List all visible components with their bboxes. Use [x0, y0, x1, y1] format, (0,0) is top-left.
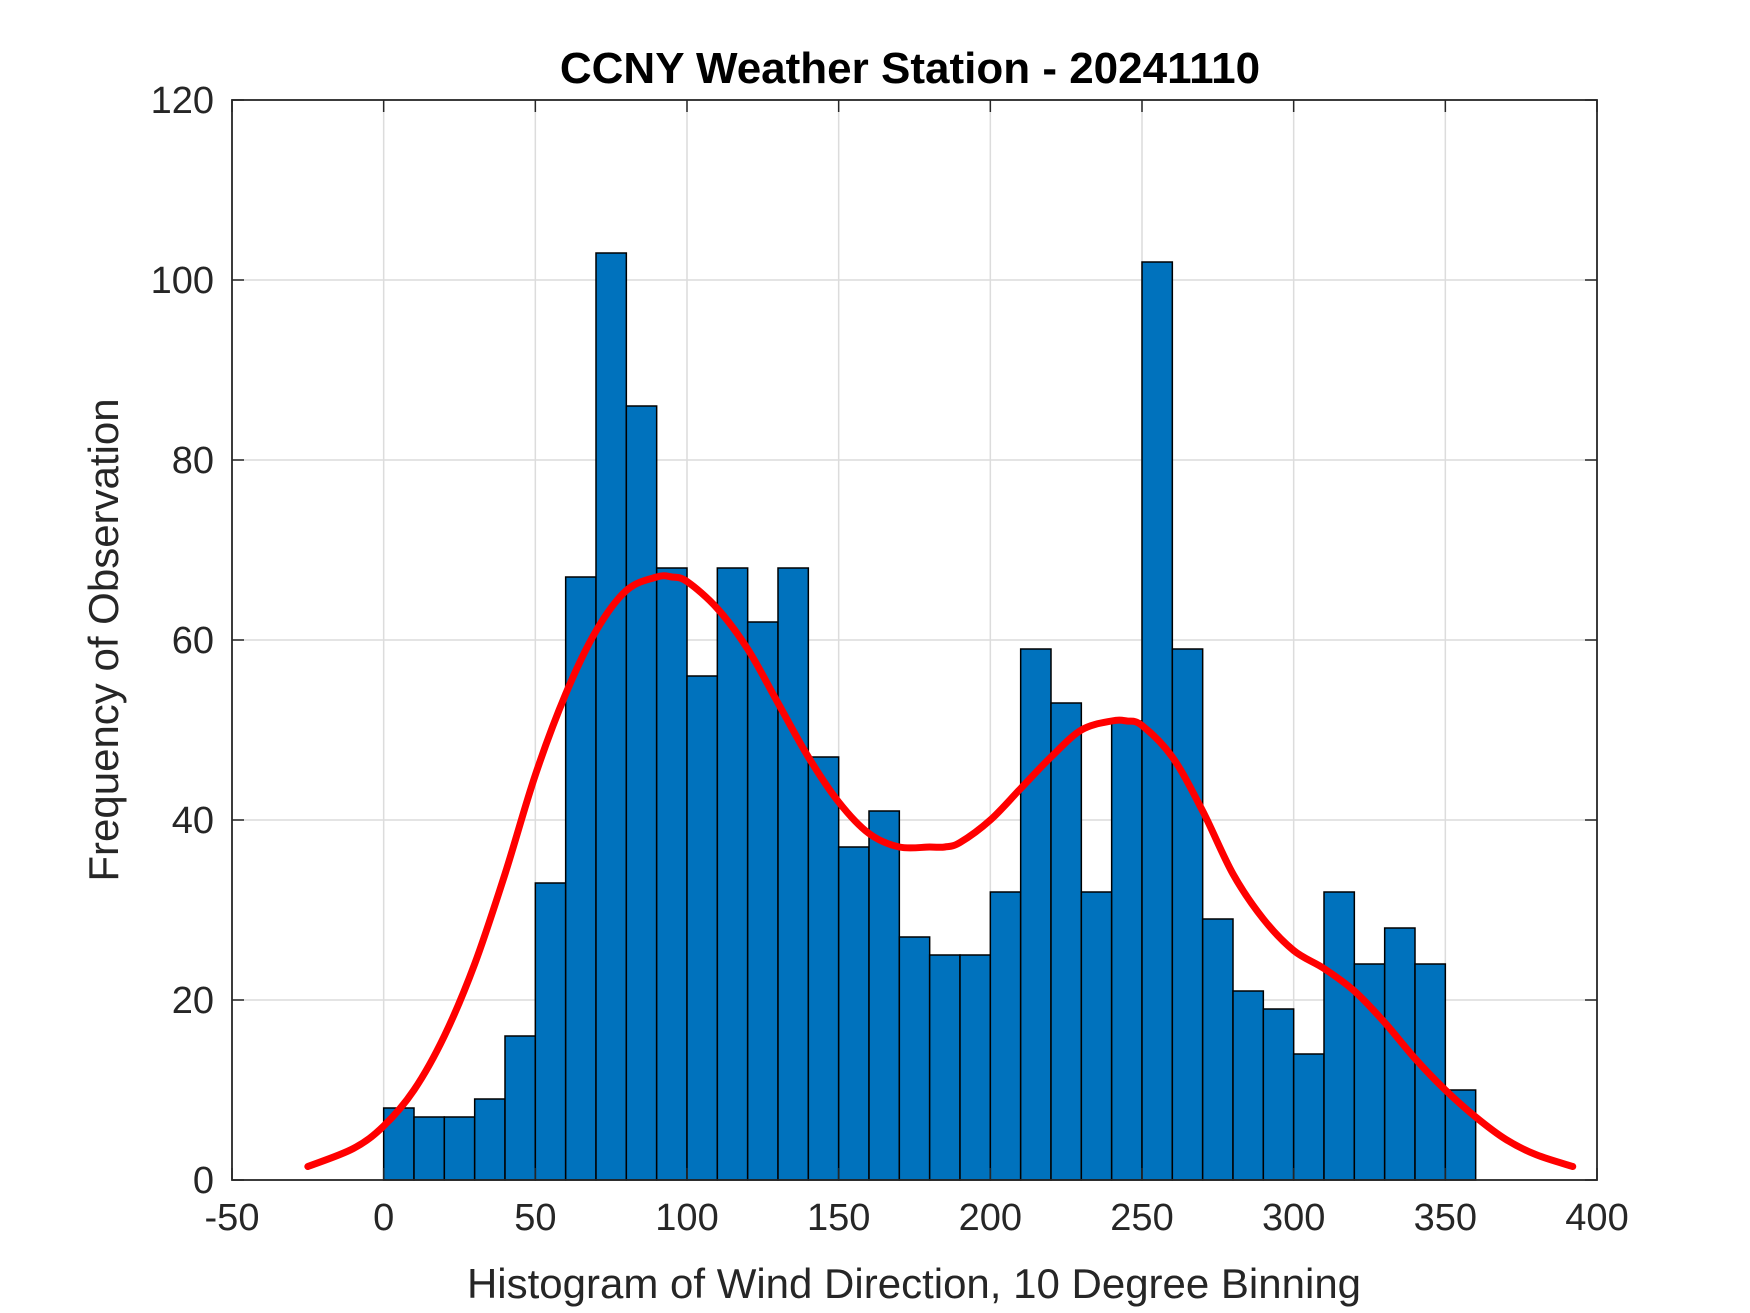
histogram-bar	[1050, 702, 1083, 1181]
histogram-bar	[898, 936, 931, 1181]
y-tick-label: 40	[172, 800, 214, 842]
histogram-bar	[1201, 918, 1234, 1181]
histogram-bar	[837, 846, 870, 1181]
histogram-bar	[928, 954, 961, 1181]
histogram-bar	[625, 405, 658, 1181]
x-tick-label: -50	[205, 1197, 260, 1239]
x-tick-label: 200	[959, 1197, 1022, 1239]
histogram-bar	[1141, 261, 1174, 1181]
axis-ticks: -50 0 50 100 150 200 250 300 350 4000204060801001…	[151, 80, 1629, 1239]
y-axis-label: Frequency of Observation	[80, 398, 127, 881]
histogram-bar	[989, 891, 1022, 1181]
y-tick-label: 60	[172, 620, 214, 662]
histogram-bar	[1110, 720, 1143, 1181]
x-tick-label: 300	[1262, 1197, 1325, 1239]
histogram-bar	[716, 567, 749, 1181]
histogram-bar	[777, 567, 810, 1181]
histogram-bar	[1414, 963, 1447, 1181]
histogram-bar	[807, 756, 840, 1181]
x-tick-label: 100	[655, 1197, 718, 1239]
x-tick-label: 0	[373, 1197, 394, 1239]
histogram-bar	[504, 1035, 537, 1181]
x-tick-label: 150	[807, 1197, 870, 1239]
y-tick-label: 120	[151, 80, 214, 122]
histogram-bar	[1292, 1053, 1325, 1181]
histogram-bar	[655, 567, 688, 1181]
y-tick-label: 20	[172, 980, 214, 1022]
histogram-bar	[868, 810, 901, 1181]
plot-area-border	[231, 99, 1598, 1181]
histogram-bar	[413, 1116, 446, 1181]
chart-title: CCNY Weather Station - 20241110	[560, 44, 1260, 93]
histogram-bar	[595, 252, 628, 1181]
histogram-bar	[1171, 648, 1204, 1181]
x-axis-label: Histogram of Wind Direction, 10 Degree B…	[467, 1260, 1361, 1307]
y-tick-label: 0	[193, 1160, 214, 1202]
y-tick-label: 100	[151, 260, 214, 302]
histogram-bar	[1080, 891, 1113, 1181]
histogram-bar	[959, 954, 992, 1181]
histogram-bar	[443, 1116, 476, 1181]
histogram-bar	[1262, 1008, 1295, 1181]
histogram-bar	[686, 675, 719, 1181]
x-tick-label: 350	[1414, 1197, 1477, 1239]
histogram-bar	[1232, 990, 1265, 1181]
y-tick-label: 80	[172, 440, 214, 482]
histogram-bar	[473, 1098, 506, 1181]
x-tick-label: 250	[1110, 1197, 1173, 1239]
density-fit-curve	[304, 572, 1577, 1170]
x-tick-label: 50	[514, 1197, 556, 1239]
histogram-bar	[1323, 891, 1356, 1181]
histogram-bar	[1019, 648, 1052, 1181]
histogram-bar	[746, 621, 779, 1181]
histogram-bar	[534, 882, 567, 1181]
histogram-bars	[382, 252, 1477, 1181]
density-curve-group	[304, 572, 1577, 1170]
x-tick-label: 400	[1565, 1197, 1628, 1239]
